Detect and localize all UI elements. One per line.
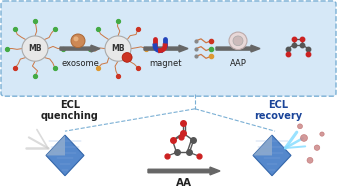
Circle shape [320,132,324,136]
Polygon shape [253,135,272,155]
Circle shape [301,135,307,141]
Circle shape [233,36,243,46]
Circle shape [122,53,132,62]
Circle shape [71,34,85,48]
Text: magnet: magnet [150,59,182,68]
Text: AAP: AAP [229,59,246,68]
Polygon shape [144,45,188,52]
Polygon shape [148,167,220,175]
Text: ECL
quenching: ECL quenching [41,100,99,121]
FancyBboxPatch shape [1,1,336,96]
Polygon shape [253,135,291,176]
Circle shape [229,32,247,50]
Text: exosome: exosome [61,59,99,68]
Text: MB: MB [28,44,42,53]
Polygon shape [60,45,100,52]
Text: MB: MB [111,44,125,53]
Circle shape [314,145,320,150]
Circle shape [298,124,303,129]
Circle shape [105,36,131,61]
Circle shape [307,157,313,163]
Polygon shape [46,135,65,155]
Text: ECL
recovery: ECL recovery [254,100,302,121]
Circle shape [22,36,48,61]
Circle shape [73,36,79,41]
Text: AA: AA [176,178,192,188]
Polygon shape [216,45,260,52]
Polygon shape [46,135,84,176]
